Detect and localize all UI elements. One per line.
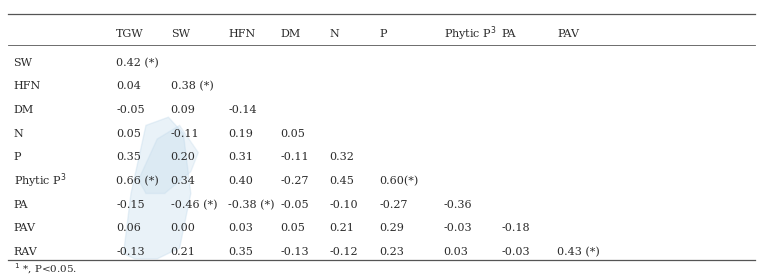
Text: RAV: RAV — [14, 247, 37, 257]
Text: 0.66 (*): 0.66 (*) — [116, 176, 159, 186]
Text: 0.38 (*): 0.38 (*) — [171, 81, 214, 91]
Text: -0.15: -0.15 — [116, 200, 145, 210]
Text: 0.40: 0.40 — [228, 176, 253, 186]
Text: -0.36: -0.36 — [443, 200, 472, 210]
Text: 0.34: 0.34 — [171, 176, 195, 186]
Text: SW: SW — [171, 29, 190, 39]
Text: -0.14: -0.14 — [228, 105, 257, 115]
Text: 0.42 (*): 0.42 (*) — [116, 58, 159, 68]
Polygon shape — [139, 125, 198, 193]
Text: 0.23: 0.23 — [379, 247, 404, 257]
Text: -0.11: -0.11 — [171, 129, 199, 139]
Text: 0.03: 0.03 — [443, 247, 468, 257]
Text: DM: DM — [281, 29, 301, 39]
Text: 0.06: 0.06 — [116, 224, 141, 234]
Text: 0.21: 0.21 — [171, 247, 195, 257]
Text: Phytic P$^3$: Phytic P$^3$ — [443, 25, 496, 43]
Text: 0.31: 0.31 — [228, 152, 253, 162]
Text: 0.35: 0.35 — [228, 247, 253, 257]
Text: P: P — [14, 152, 21, 162]
Text: PA: PA — [14, 200, 28, 210]
Text: SW: SW — [14, 58, 33, 68]
Text: $^1$ *, P<0.05.: $^1$ *, P<0.05. — [14, 261, 77, 276]
Text: 0.04: 0.04 — [116, 81, 141, 91]
Text: DM: DM — [14, 105, 34, 115]
Text: -0.05: -0.05 — [281, 200, 309, 210]
Text: 0.60(*): 0.60(*) — [379, 176, 419, 186]
Text: -0.12: -0.12 — [329, 247, 358, 257]
Text: 0.43 (*): 0.43 (*) — [557, 247, 600, 257]
Text: 0.29: 0.29 — [379, 224, 404, 234]
Text: 0.05: 0.05 — [116, 129, 141, 139]
Text: N: N — [14, 129, 24, 139]
Text: -0.18: -0.18 — [501, 224, 530, 234]
Text: -0.46 (*): -0.46 (*) — [171, 200, 217, 210]
Text: 0.32: 0.32 — [329, 152, 354, 162]
Text: -0.11: -0.11 — [281, 152, 309, 162]
Text: PAV: PAV — [14, 224, 36, 234]
Text: 0.00: 0.00 — [171, 224, 195, 234]
Text: -0.27: -0.27 — [379, 200, 407, 210]
Text: 0.09: 0.09 — [171, 105, 195, 115]
Text: -0.05: -0.05 — [116, 105, 145, 115]
Text: -0.10: -0.10 — [329, 200, 358, 210]
Text: P: P — [379, 29, 387, 39]
Text: 0.21: 0.21 — [329, 224, 354, 234]
Text: Phytic P$^3$: Phytic P$^3$ — [14, 172, 66, 190]
Text: N: N — [329, 29, 339, 39]
Text: -0.03: -0.03 — [443, 224, 472, 234]
Text: 0.05: 0.05 — [281, 224, 305, 234]
Text: TGW: TGW — [116, 29, 143, 39]
Text: -0.03: -0.03 — [501, 247, 530, 257]
Text: -0.27: -0.27 — [281, 176, 309, 186]
Text: 0.20: 0.20 — [171, 152, 195, 162]
Text: 0.45: 0.45 — [329, 176, 354, 186]
Polygon shape — [124, 117, 191, 259]
Text: 0.05: 0.05 — [281, 129, 305, 139]
Text: PA: PA — [501, 29, 516, 39]
Text: -0.13: -0.13 — [116, 247, 145, 257]
Text: 0.19: 0.19 — [228, 129, 253, 139]
Text: -0.13: -0.13 — [281, 247, 309, 257]
Text: 0.03: 0.03 — [228, 224, 253, 234]
Text: PAV: PAV — [557, 29, 579, 39]
Text: HFN: HFN — [228, 29, 256, 39]
Text: 0.35: 0.35 — [116, 152, 141, 162]
Text: HFN: HFN — [14, 81, 41, 91]
Text: -0.38 (*): -0.38 (*) — [228, 200, 275, 210]
